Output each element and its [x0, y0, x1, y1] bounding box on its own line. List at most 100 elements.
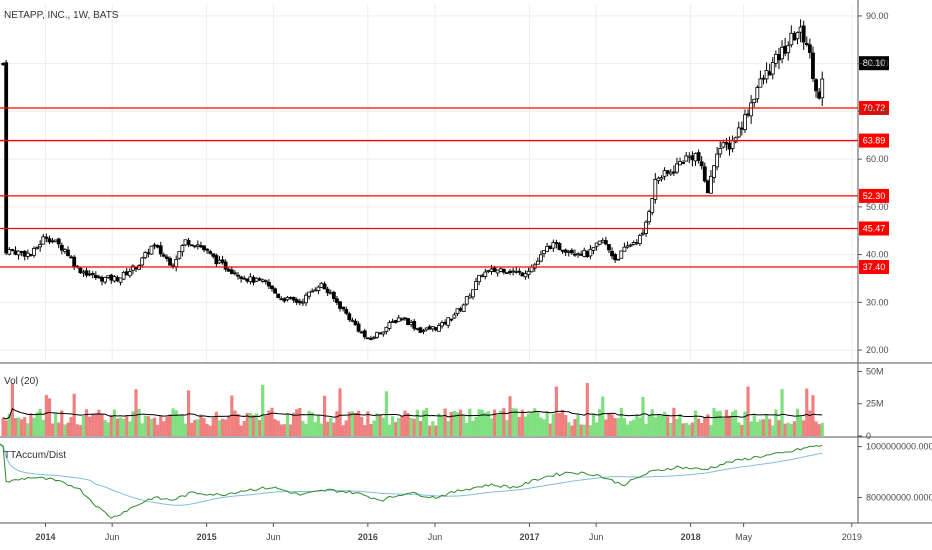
price-levels: 70.72 63.89 52.30 45.47 37.40 80.10	[0, 56, 889, 275]
volume-bar	[758, 419, 763, 436]
candle-body	[186, 240, 191, 245]
candle-body	[403, 317, 407, 320]
candle-body	[807, 44, 812, 53]
candle-body	[668, 171, 673, 175]
volume-bar	[811, 395, 815, 436]
volume-bar	[63, 424, 67, 436]
candle-body	[622, 246, 627, 252]
volume-bar	[545, 411, 549, 436]
candle-body	[483, 271, 488, 277]
volume-bar	[542, 419, 546, 436]
volume-bar	[88, 416, 92, 436]
candle-body	[715, 153, 720, 168]
candle-body	[529, 266, 534, 273]
candle-body	[607, 244, 611, 251]
volume-bar	[205, 423, 209, 436]
volume-bar	[462, 415, 466, 436]
candle-body	[820, 78, 825, 99]
volume-bar	[35, 412, 39, 436]
volume-bar	[715, 411, 719, 436]
volume-bar	[332, 422, 336, 436]
candle-body	[183, 239, 188, 246]
candle-body	[798, 26, 803, 33]
last-price-label: 80.10	[863, 58, 886, 68]
candle-body	[171, 264, 176, 267]
volume-bar	[245, 412, 249, 436]
volume-bar	[440, 415, 444, 436]
volume-bar	[792, 421, 797, 436]
volume-bar	[38, 408, 42, 436]
candle-body	[693, 152, 698, 162]
candle-body	[174, 259, 179, 268]
volume-bar	[279, 424, 283, 436]
candle-body	[501, 268, 506, 273]
accum-dist-title: TTAccum/Dist	[4, 450, 66, 461]
volume-bar	[115, 418, 120, 436]
candle-body	[245, 278, 250, 282]
volume-bar	[202, 418, 206, 436]
candle-body	[344, 308, 349, 314]
candle-body	[378, 332, 383, 335]
volume-bar	[437, 413, 441, 436]
volume-bar	[140, 423, 144, 436]
volume-bar	[539, 417, 543, 436]
candle-body	[239, 276, 244, 279]
volume-bar	[394, 422, 398, 436]
candle-body	[421, 330, 426, 332]
volume-bar	[480, 409, 484, 436]
candle-body	[35, 247, 39, 250]
candle-body	[461, 304, 466, 312]
volume-bar	[233, 410, 237, 436]
volume-bar	[428, 425, 432, 436]
volume-bar	[23, 417, 27, 436]
volume-bar	[190, 423, 194, 436]
volume-bar	[718, 410, 722, 436]
candle-body	[331, 291, 336, 299]
candle-body	[359, 331, 364, 334]
volume-bar	[220, 418, 225, 436]
volume-bar	[573, 419, 577, 436]
volume-bar	[128, 421, 132, 436]
candle-body	[257, 278, 262, 281]
candle-body	[242, 277, 247, 280]
volume-bar	[613, 418, 617, 436]
candle-body	[535, 260, 540, 265]
candle-body	[338, 301, 342, 309]
candle-body	[260, 279, 265, 282]
candle-body	[471, 289, 475, 298]
last-price-tag	[859, 56, 889, 71]
volume-bar	[764, 415, 769, 436]
candle-body	[752, 98, 757, 103]
volume-bar	[344, 420, 348, 436]
candle-body	[381, 331, 386, 335]
candle-body	[585, 250, 590, 258]
volume-bar	[288, 424, 293, 436]
volume-bar	[672, 407, 676, 436]
candle-body	[155, 245, 160, 248]
candle-body	[554, 242, 559, 245]
volume-bar	[802, 420, 806, 436]
candle-body	[777, 54, 781, 61]
x-tick-label: 2018	[681, 532, 701, 542]
volume-bar	[687, 424, 691, 436]
volume-bar	[551, 413, 555, 436]
volume-bar	[632, 419, 636, 436]
volume-bar	[675, 418, 679, 436]
candle-body	[613, 254, 618, 261]
volume-bar	[557, 413, 562, 436]
candle-body	[495, 269, 500, 274]
volume-bar	[94, 413, 98, 436]
candle-body	[603, 240, 608, 245]
candle-body	[29, 253, 33, 256]
candle-body	[662, 170, 667, 177]
candle-body	[508, 270, 512, 274]
candle-body	[678, 161, 682, 166]
candle-body	[229, 269, 234, 274]
volume-bar	[520, 409, 524, 436]
volume-bar	[789, 423, 793, 436]
candle-body	[665, 170, 670, 174]
volume-bar	[125, 415, 129, 436]
volume-bar	[604, 419, 608, 436]
x-tick-label: Jun	[428, 532, 443, 542]
volume-bar	[329, 418, 333, 436]
